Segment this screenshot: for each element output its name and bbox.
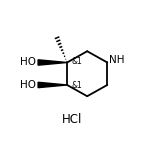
Text: NH: NH: [109, 55, 124, 65]
Text: HO: HO: [20, 80, 36, 90]
Text: &1: &1: [72, 81, 82, 90]
Text: &1: &1: [72, 57, 82, 66]
Polygon shape: [38, 60, 67, 65]
Text: HO: HO: [20, 58, 36, 67]
Polygon shape: [38, 82, 67, 88]
Text: HCl: HCl: [61, 113, 82, 126]
